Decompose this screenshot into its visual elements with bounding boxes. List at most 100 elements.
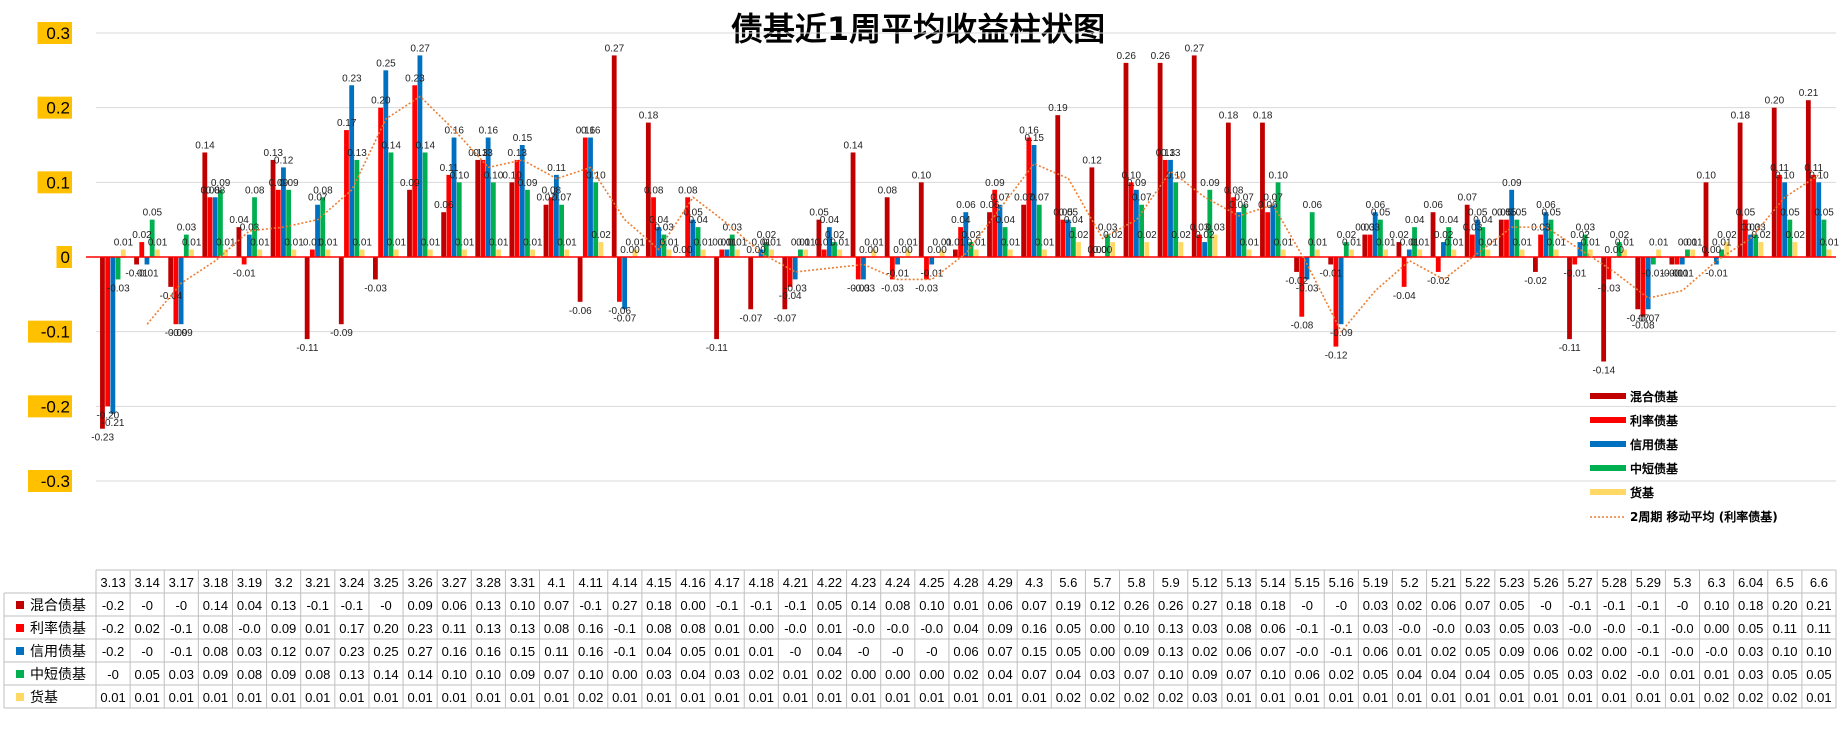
bar [218,189,223,257]
data-label: -0.04 [1393,291,1416,302]
bar [1441,242,1446,257]
table-cell: 0.17 [339,621,364,636]
bar [889,257,895,280]
table-cell: 0.03 [1363,621,1388,636]
bar [1480,227,1486,257]
legend-swatch [1590,465,1626,471]
bar [1065,219,1071,257]
table-category-cell: 3.27 [442,575,467,590]
data-label: -0.02 [1285,276,1308,287]
data-label: 0.01 [489,238,509,249]
bar [973,249,979,257]
bar [1333,257,1339,347]
data-label: -0.01 [1319,268,1342,279]
data-label: -0.03 [881,283,904,294]
data-label: 0.01 [318,238,338,249]
data-label: 0.11 [1804,163,1823,174]
table-row-swatch [16,647,24,655]
bar [798,249,803,257]
data-label: 0.05 [1371,208,1391,219]
bar [1548,219,1554,257]
data-label: 0.03 [1741,223,1761,234]
table-cell: -0 [141,598,153,613]
data-label: 0.07 [1234,193,1254,204]
bar [178,257,184,325]
table-category-cell: 4.21 [783,575,808,590]
table-cell: 0.02 [1772,690,1797,705]
data-label: 0.01 [250,238,270,249]
table-cell: 0.10 [919,598,944,613]
data-label: 0.01 [1342,238,1362,249]
table-cell: 0.10 [476,667,501,682]
table-cell: -0.0 [1705,644,1727,659]
data-label: 0.18 [639,111,659,122]
data-label: 0.09 [211,178,231,189]
data-label: 0.05 [1507,208,1527,219]
table-cell: -0.1 [750,598,772,613]
data-label: 0.02 [1751,230,1771,241]
table-cell: 0.01 [1704,667,1729,682]
table-cell: 0.18 [646,598,671,613]
legend-swatch [1590,489,1626,495]
data-label: 0.16 [445,126,465,137]
data-label: 0.05 [1780,208,1800,219]
table-category-cell: 5.26 [1533,575,1558,590]
data-label: 0.01 [694,238,714,249]
data-label: 0.01 [1547,238,1567,249]
table-cell: 0.16 [578,644,603,659]
bar [388,152,394,257]
table-cell: 0.01 [1226,690,1251,705]
table-cell: 0.00 [749,621,774,636]
table-cell: 0.07 [1124,667,1149,682]
data-label: 0.09 [518,178,538,189]
bar [144,257,150,265]
table-cell: 0.03 [1192,690,1217,705]
data-label: 0.11 [547,163,566,174]
table-cell: 0.05 [1363,667,1388,682]
data-label: -0.07 [1637,313,1660,324]
table-cell: 0.07 [544,667,569,682]
table-category-cell: 5.6 [1059,575,1077,590]
table-cell: 0.00 [1704,621,1729,636]
bar [1162,159,1168,257]
data-label: 0.10 [1166,170,1186,181]
bar [1543,212,1549,257]
data-label: 0.09 [1502,178,1522,189]
data-table: 3.13 3.14 3.17 3.18 3.19 3.2 3.21 3.24 3.25 3.26 3… [3,569,1837,709]
table-cell: 0.01 [987,690,1012,705]
data-label: -0.01 [125,268,148,279]
bar [987,212,992,257]
table-cell: 0.01 [1022,690,1047,705]
table-cell: 0.06 [1533,644,1558,659]
bar [1826,249,1832,257]
data-label: 0.13 [473,148,493,159]
bar [1123,62,1129,258]
legend-label: 2周期 移动平均 (利率债基) [1630,509,1778,524]
y-tick-highlight [28,395,72,418]
bar [1787,219,1793,257]
bar [1656,249,1661,257]
table-cell: -0 [107,667,119,682]
table-category-cell: 5.23 [1499,575,1524,590]
y-tick-label: -0.1 [41,323,70,342]
table-cell: 0.08 [544,621,569,636]
table-cell: 0.02 [1738,690,1763,705]
chart-title: 债基近1周平均收益柱状图 [731,10,1105,48]
table-category-cell: 5.13 [1226,575,1251,590]
table-cell: 0.06 [1431,598,1456,613]
table-cell: 0.12 [1090,598,1115,613]
data-label: 0.10 [1696,170,1716,181]
bar [509,182,515,257]
data-label: 0.02 [132,230,152,241]
data-label: -0.07 [774,313,797,324]
bar [832,242,837,257]
table-cell: 0.00 [1602,644,1627,659]
bar [850,152,856,257]
data-label: 0.10 [586,170,606,181]
table-category-cell: 3.19 [237,575,262,590]
data-label: -0.01 [886,268,909,279]
data-label: 0.02 [757,230,777,241]
table-row-header: 中短债基 [30,666,86,683]
bar [1383,249,1389,257]
table-category-cell: 3.14 [135,575,160,590]
